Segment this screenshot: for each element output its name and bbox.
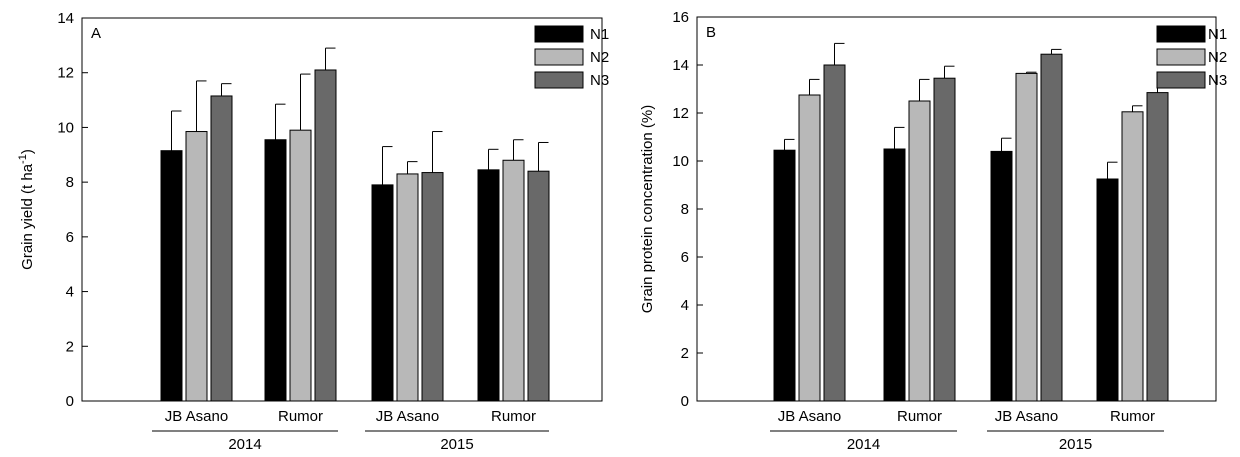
y-tick-label: 6 (66, 229, 74, 246)
group-label: 2014 (847, 436, 880, 453)
plot-frame (81, 17, 603, 402)
bar-n3 (1040, 53, 1063, 402)
category-label: JB Asano (995, 408, 1058, 425)
bar-n2 (798, 94, 821, 402)
y-tick-label: 12 (672, 105, 689, 122)
y-tick-label: 10 (672, 153, 689, 170)
panel-letter: B (706, 24, 716, 41)
y-axis-label-close: ) (19, 149, 36, 154)
legend-label: N2 (1208, 49, 1227, 66)
legend-label: N1 (1208, 26, 1227, 43)
y-tick-label: 4 (66, 284, 74, 301)
bar-n2 (1015, 72, 1038, 402)
y-tick-label: 10 (57, 119, 74, 136)
bar-n1 (160, 150, 183, 402)
y-tick-label: 14 (672, 57, 689, 74)
y-tick-label: 0 (681, 393, 689, 410)
bar-n1 (990, 150, 1013, 402)
y-tick-label: 12 (57, 65, 74, 82)
legend-swatch-n2 (534, 48, 584, 66)
y-tick-label: 2 (66, 338, 74, 355)
category-label: JB Asano (165, 408, 228, 425)
y-axis-label-main: Grain protein concentration (%) (639, 105, 656, 313)
y-tick-label: 0 (66, 393, 74, 410)
bar-n1 (264, 139, 287, 402)
group-label: 2015 (440, 436, 473, 453)
y-axis-label: Grain yield (t ha-1) (17, 149, 36, 270)
y-axis-label: Grain protein concentration (%) (639, 105, 656, 313)
y-tick-label: 16 (672, 9, 689, 26)
bar-n3 (933, 77, 956, 402)
category-label: Rumor (278, 408, 323, 425)
category-label: Rumor (897, 408, 942, 425)
y-tick-label: 8 (66, 174, 74, 191)
legend-swatch-n3 (1156, 71, 1206, 89)
bar-n1 (477, 169, 500, 402)
bar-n1 (1096, 178, 1119, 402)
bar-n3 (314, 69, 337, 402)
legend-label: N3 (1208, 72, 1227, 89)
group-label: 2014 (228, 436, 261, 453)
legend: N1 N2 N3 (534, 25, 609, 89)
y-tick-label: 2 (681, 345, 689, 362)
bar-n3 (527, 170, 550, 402)
y-tick-label: 8 (681, 201, 689, 218)
y-axis-label-superscript: -1 (17, 154, 29, 164)
bar-n1 (371, 184, 394, 402)
bar-n1 (773, 149, 796, 402)
bar-n2 (396, 173, 419, 402)
bar-n2 (1121, 111, 1144, 402)
legend: N1 N2 N3 (1156, 25, 1227, 89)
bar-n2 (502, 159, 525, 402)
legend-swatch-n3 (534, 71, 584, 89)
y-tick-label: 6 (681, 249, 689, 266)
panel-letter: A (91, 25, 101, 42)
category-label: Rumor (491, 408, 536, 425)
legend-swatch-n1 (534, 25, 584, 43)
category-label: Rumor (1110, 408, 1155, 425)
group-label: 2015 (1059, 436, 1092, 453)
legend-label: N2 (590, 49, 609, 66)
bar-n2 (908, 100, 931, 402)
bar-n1 (883, 148, 906, 402)
bar-n3 (823, 64, 846, 402)
bar-n3 (1146, 92, 1169, 402)
bar-n3 (210, 95, 233, 402)
chart-panel-a: 0 2 4 6 8 10 12 14 Grain yield (t ha-1) A JB Asano… (17, 10, 609, 453)
y-axis-label-main: Grain yield (t ha (19, 163, 36, 270)
y-tick-label: 14 (57, 10, 74, 27)
bar-n2 (289, 129, 312, 402)
category-label: JB Asano (778, 408, 841, 425)
chart-panel-b: 0 2 4 6 8 10 12 14 16 Grain protein concentration… (639, 9, 1227, 453)
y-tick-label: 4 (681, 297, 689, 314)
legend-swatch-n2 (1156, 48, 1206, 66)
category-label: JB Asano (376, 408, 439, 425)
legend-label: N3 (590, 72, 609, 89)
legend-swatch-n1 (1156, 25, 1206, 43)
bar-n3 (421, 172, 444, 402)
bar-n2 (185, 131, 208, 402)
legend-label: N1 (590, 26, 609, 43)
